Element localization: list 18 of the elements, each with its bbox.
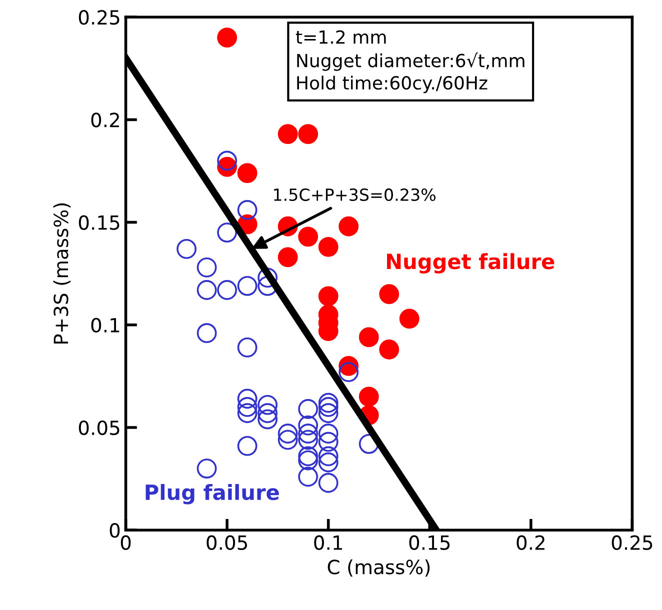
x-tick-label: 0 bbox=[120, 535, 131, 550]
x-axis-title: C (mass%) bbox=[328, 559, 430, 577]
series-label: Nugget failure bbox=[387, 253, 554, 274]
x-tick-label: 0.15 bbox=[409, 535, 450, 550]
y-tick-label: 0.15 bbox=[78, 215, 120, 230]
y-tick-label: 0.25 bbox=[78, 10, 120, 25]
series-label: Plug failure bbox=[146, 484, 279, 504]
y-tick-label: 0 bbox=[110, 523, 120, 538]
annotation: t=1.2 mm Nugget diameter:6√t,mm Hold time:60cy./60Hz bbox=[296, 30, 524, 94]
x-tick-label: 0.05 bbox=[206, 535, 248, 550]
annotation: 1.5C+P+3S=0.23% bbox=[274, 188, 436, 202]
x-tick-label: 0.2 bbox=[516, 535, 544, 550]
y-tick-label: 0.2 bbox=[91, 112, 119, 128]
y-axis-title: P+3S (mass%) bbox=[53, 203, 71, 344]
x-tick-label: 0.1 bbox=[314, 535, 342, 550]
y-tick-label: 0.05 bbox=[78, 420, 120, 436]
x-tick-label: 0.25 bbox=[612, 535, 652, 550]
y-tick-label: 0.1 bbox=[91, 318, 120, 333]
